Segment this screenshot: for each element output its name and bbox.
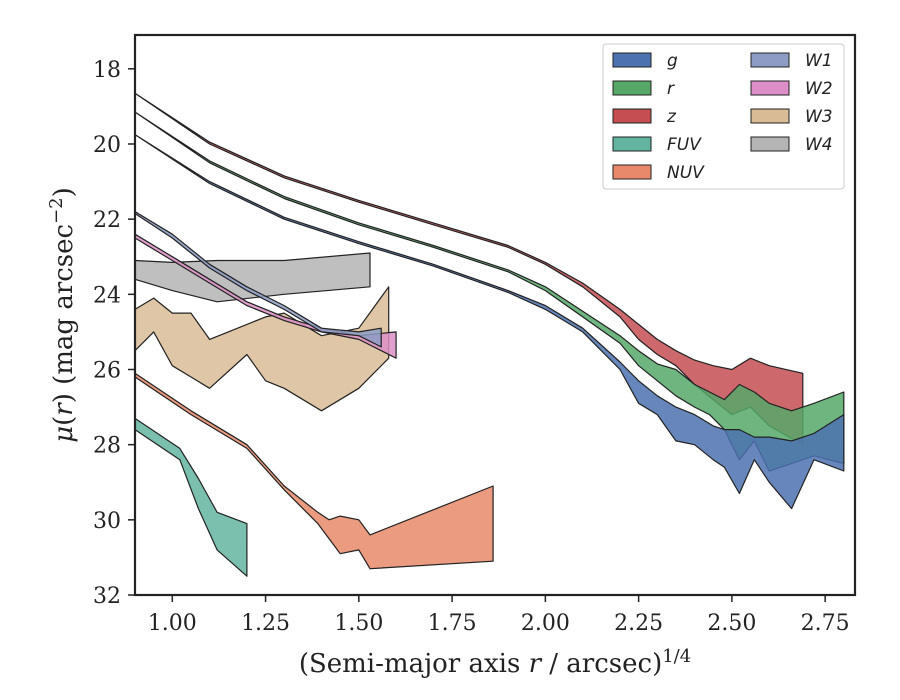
x-tick-label: 1.00: [148, 611, 197, 636]
band-w2: [134, 233, 397, 359]
legend-swatch-w1: [750, 52, 790, 68]
legend-swatch-nuv: [612, 164, 652, 180]
legend-swatch-w3: [750, 108, 790, 124]
band-nuv: [134, 372, 494, 570]
band-g: [134, 134, 845, 510]
band-w3: [134, 286, 390, 412]
x-axis-ticks: 1.00 1.25 1.50 1.75 2.00 2.25 2.50 2.75: [148, 595, 850, 636]
legend: grz FUV NUV W1 W2 W3 W4: [602, 43, 845, 190]
legend-box: [602, 43, 845, 190]
legend-swatch-r: [612, 80, 652, 96]
legend-swatch-w2: [750, 80, 790, 96]
y-tick-label: 24: [93, 283, 121, 308]
y-tick-label: 28: [93, 434, 121, 459]
legend-label-nuv: NUV: [667, 163, 705, 183]
band-w4: [134, 252, 371, 303]
series-bands: [134, 92, 845, 577]
y-tick-label: 22: [93, 208, 121, 233]
legend-swatch-g: [612, 52, 652, 68]
y-axis-ticks: 18 20 22 24 26 28 30 32: [93, 58, 135, 609]
x-tick-label: 2.50: [707, 611, 756, 636]
y-tick-label: 30: [93, 509, 121, 534]
legend-label-w1: W1: [805, 51, 833, 71]
x-tick-label: 2.00: [521, 611, 570, 636]
x-tick-label: 1.75: [428, 611, 477, 636]
legend-label-w2: W2: [805, 79, 833, 99]
legend-swatch-z: [612, 108, 652, 124]
legend-swatch-fuv: [612, 136, 652, 152]
y-tick-label: 32: [93, 584, 121, 609]
legend-swatch-w4: [750, 136, 790, 152]
x-axis-title: (Semi-major axis r / arcsec)1/4: [299, 646, 691, 679]
legend-label-z: z: [666, 107, 677, 127]
plot-frame: [133, 33, 857, 597]
legend-label-g: g: [667, 51, 678, 71]
y-tick-label: 18: [93, 58, 121, 83]
band-w1: [134, 211, 382, 348]
band-fuv: [134, 417, 248, 577]
legend-label-w4: W4: [805, 135, 833, 155]
x-tick-label: 1.25: [241, 611, 290, 636]
y-tick-label: 20: [93, 133, 121, 158]
y-axis-title: μ(r) (mag arcsec−2): [46, 187, 79, 443]
x-tick-label: 2.75: [801, 611, 850, 636]
y-tick-label: 26: [93, 358, 121, 383]
legend-label-fuv: FUV: [667, 135, 702, 155]
x-tick-label: 1.50: [334, 611, 383, 636]
legend-label-r: r: [667, 79, 675, 99]
x-tick-label: 2.25: [614, 611, 663, 636]
legend-label-w3: W3: [805, 107, 833, 127]
